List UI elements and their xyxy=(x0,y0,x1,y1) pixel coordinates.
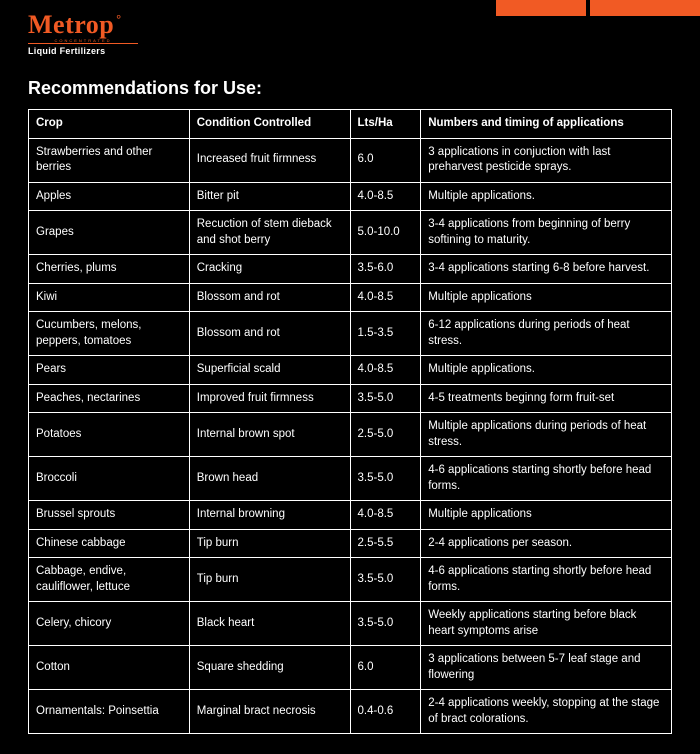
table-cell: Blossom and rot xyxy=(189,312,350,356)
table-row: GrapesRecuction of stem dieback and shot… xyxy=(29,211,672,255)
table-cell: Celery, chicory xyxy=(29,602,190,646)
table-row: Cucumbers, melons, peppers, tomatoesBlos… xyxy=(29,312,672,356)
col-header-crop: Crop xyxy=(29,110,190,139)
table-cell: 2-4 applications weekly, stopping at the… xyxy=(421,690,672,734)
table-cell: Increased fruit firmness xyxy=(189,138,350,182)
table-cell: 3 applications between 5-7 leaf stage an… xyxy=(421,646,672,690)
table-cell: Cracking xyxy=(189,255,350,284)
table-header-row: Crop Condition Controlled Lts/Ha Numbers… xyxy=(29,110,672,139)
table-cell: Kiwi xyxy=(29,283,190,312)
table-cell: Tip burn xyxy=(189,558,350,602)
table-cell: 3-4 applications starting 6-8 before har… xyxy=(421,255,672,284)
table-row: BroccoliBrown head3.5-5.04-6 application… xyxy=(29,457,672,501)
table-cell: Weekly applications starting before blac… xyxy=(421,602,672,646)
table-cell: Cucumbers, melons, peppers, tomatoes xyxy=(29,312,190,356)
page: Metrop° CONCENTRATED Liquid Fertilizers … xyxy=(0,0,700,754)
table-cell: Cherries, plums xyxy=(29,255,190,284)
table-cell: 3.5-5.0 xyxy=(350,602,421,646)
logo: Metrop° CONCENTRATED Liquid Fertilizers xyxy=(28,10,672,56)
table-cell: Bitter pit xyxy=(189,182,350,211)
table-row: Cherries, plumsCracking3.5-6.03-4 applic… xyxy=(29,255,672,284)
table-row: Celery, chicoryBlack heart3.5-5.0Weekly … xyxy=(29,602,672,646)
table-cell: Potatoes xyxy=(29,413,190,457)
table-body: Strawberries and other berriesIncreased … xyxy=(29,138,672,734)
table-cell: 2-4 applications per season. xyxy=(421,529,672,558)
table-cell: 3 applications in conjuction with last p… xyxy=(421,138,672,182)
table-row: ApplesBitter pit4.0-8.5Multiple applicat… xyxy=(29,182,672,211)
brand-symbol: ° xyxy=(116,12,121,26)
table-cell: 3.5-5.0 xyxy=(350,558,421,602)
table-cell: 4-6 applications starting shortly before… xyxy=(421,558,672,602)
table-cell: Multiple applications xyxy=(421,283,672,312)
table-cell: 6-12 applications during periods of heat… xyxy=(421,312,672,356)
table-cell: Cotton xyxy=(29,646,190,690)
table-row: Strawberries and other berriesIncreased … xyxy=(29,138,672,182)
table-cell: Cabbage, endive, cauliflower, lettuce xyxy=(29,558,190,602)
table-cell: Pears xyxy=(29,356,190,385)
table-cell: 3.5-6.0 xyxy=(350,255,421,284)
table-cell: Multiple applications xyxy=(421,501,672,530)
table-cell: Tip burn xyxy=(189,529,350,558)
table-cell: 5.0-10.0 xyxy=(350,211,421,255)
table-cell: 4-5 treatments beginng form fruit-set xyxy=(421,384,672,413)
table-cell: 0.4-0.6 xyxy=(350,690,421,734)
table-cell: 4-6 applications starting shortly before… xyxy=(421,457,672,501)
table-cell: Brown head xyxy=(189,457,350,501)
accent-bar xyxy=(590,0,700,16)
table-cell: Improved fruit firmness xyxy=(189,384,350,413)
col-header-timing: Numbers and timing of applications xyxy=(421,110,672,139)
table-cell: 4.0-8.5 xyxy=(350,182,421,211)
table-cell: Blossom and rot xyxy=(189,283,350,312)
table-cell: 3.5-5.0 xyxy=(350,384,421,413)
table-cell: Black heart xyxy=(189,602,350,646)
table-cell: Multiple applications. xyxy=(421,182,672,211)
col-header-condition: Condition Controlled xyxy=(189,110,350,139)
table-cell: Chinese cabbage xyxy=(29,529,190,558)
table-cell: 2.5-5.5 xyxy=(350,529,421,558)
table-row: KiwiBlossom and rot4.0-8.5Multiple appli… xyxy=(29,283,672,312)
table-cell: Recuction of stem dieback and shot berry xyxy=(189,211,350,255)
table-row: PotatoesInternal brown spot2.5-5.0Multip… xyxy=(29,413,672,457)
section-heading: Recommendations for Use: xyxy=(28,78,672,99)
accent-bar xyxy=(496,0,586,16)
table-cell: 2.5-5.0 xyxy=(350,413,421,457)
table-cell: Brussel sprouts xyxy=(29,501,190,530)
table-cell: Multiple applications during periods of … xyxy=(421,413,672,457)
recommendations-table: Crop Condition Controlled Lts/Ha Numbers… xyxy=(28,109,672,734)
table-cell: Apples xyxy=(29,182,190,211)
brand-text: Metrop xyxy=(28,10,114,39)
table-cell: Marginal bract necrosis xyxy=(189,690,350,734)
table-cell: Internal browning xyxy=(189,501,350,530)
table-row: Peaches, nectarinesImproved fruit firmne… xyxy=(29,384,672,413)
col-header-ltsha: Lts/Ha xyxy=(350,110,421,139)
table-row: Brussel sproutsInternal browning4.0-8.5M… xyxy=(29,501,672,530)
table-cell: Peaches, nectarines xyxy=(29,384,190,413)
brand-name: Metrop° xyxy=(28,10,122,40)
table-cell: 4.0-8.5 xyxy=(350,356,421,385)
table-cell: Ornamentals: Poinsettia xyxy=(29,690,190,734)
table-cell: Multiple applications. xyxy=(421,356,672,385)
table-row: PearsSuperficial scald4.0-8.5Multiple ap… xyxy=(29,356,672,385)
table-cell: Grapes xyxy=(29,211,190,255)
brand-tagline: Liquid Fertilizers xyxy=(28,43,138,56)
table-cell: Broccoli xyxy=(29,457,190,501)
table-row: Cabbage, endive, cauliflower, lettuceTip… xyxy=(29,558,672,602)
table-cell: Strawberries and other berries xyxy=(29,138,190,182)
table-head: Crop Condition Controlled Lts/Ha Numbers… xyxy=(29,110,672,139)
table-row: Chinese cabbageTip burn2.5-5.52-4 applic… xyxy=(29,529,672,558)
table-cell: Superficial scald xyxy=(189,356,350,385)
table-cell: 6.0 xyxy=(350,138,421,182)
table-row: Ornamentals: PoinsettiaMarginal bract ne… xyxy=(29,690,672,734)
table-cell: 4.0-8.5 xyxy=(350,501,421,530)
table-cell: 3.5-5.0 xyxy=(350,457,421,501)
table-cell: 3-4 applications from beginning of berry… xyxy=(421,211,672,255)
table-cell: Square shedding xyxy=(189,646,350,690)
table-cell: Internal brown spot xyxy=(189,413,350,457)
header-accent-bars xyxy=(496,0,700,16)
table-cell: 4.0-8.5 xyxy=(350,283,421,312)
table-cell: 6.0 xyxy=(350,646,421,690)
table-cell: 1.5-3.5 xyxy=(350,312,421,356)
table-row: CottonSquare shedding6.03 applications b… xyxy=(29,646,672,690)
